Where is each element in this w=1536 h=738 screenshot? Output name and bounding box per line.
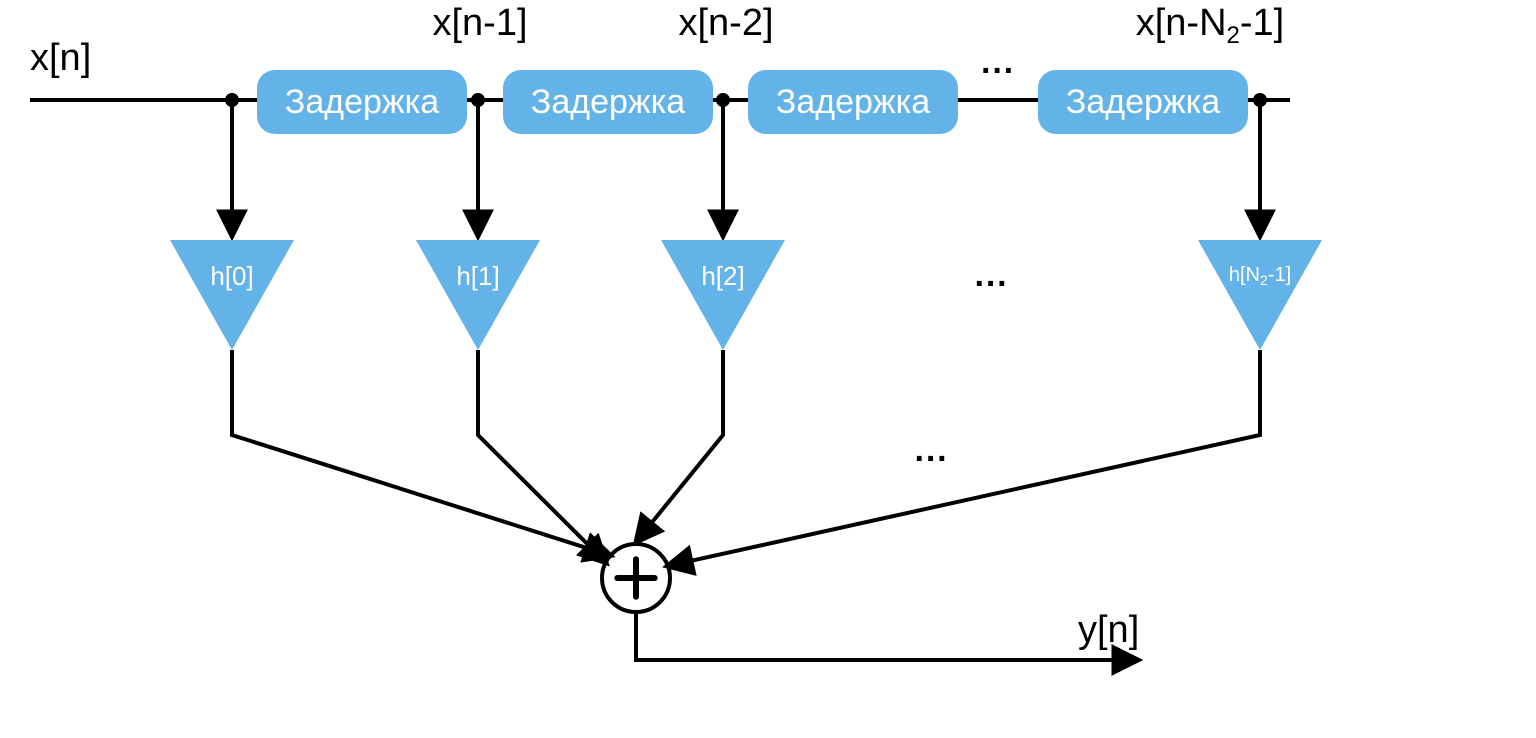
gain2-to-sum xyxy=(636,350,723,542)
gain0-to-sum xyxy=(232,350,611,556)
gain-label-1: h[1] xyxy=(456,261,499,291)
tap-label-2: x[n-N2-1] xyxy=(1136,2,1285,49)
gain-triangle-1 xyxy=(416,240,540,350)
delay-label-0: Задержка xyxy=(285,83,439,121)
ellipsis-gain: ··· xyxy=(975,265,1009,303)
gain1-to-sum xyxy=(478,350,606,563)
gain-triangle-3 xyxy=(1198,240,1322,350)
delay-label-1: Задержка xyxy=(531,83,685,121)
ellipsis-top: ··· xyxy=(981,52,1015,90)
delay-label-3: Задержка xyxy=(1066,83,1220,121)
gain-triangle-2 xyxy=(661,240,785,350)
ellipsis-wires: ··· xyxy=(915,440,949,478)
gain-label-2: h[2] xyxy=(701,261,744,291)
delay-label-2: Задержка xyxy=(776,83,930,121)
gain3-to-sum xyxy=(667,350,1260,566)
tap-label-0: x[n-1] xyxy=(432,2,527,44)
output-label: y[n] xyxy=(1078,609,1139,651)
gain-label-0: h[0] xyxy=(210,261,253,291)
input-label: x[n] xyxy=(30,37,91,79)
tap-label-1: x[n-2] xyxy=(678,2,773,44)
gain-triangle-0 xyxy=(170,240,294,350)
output-wire xyxy=(636,612,1138,660)
